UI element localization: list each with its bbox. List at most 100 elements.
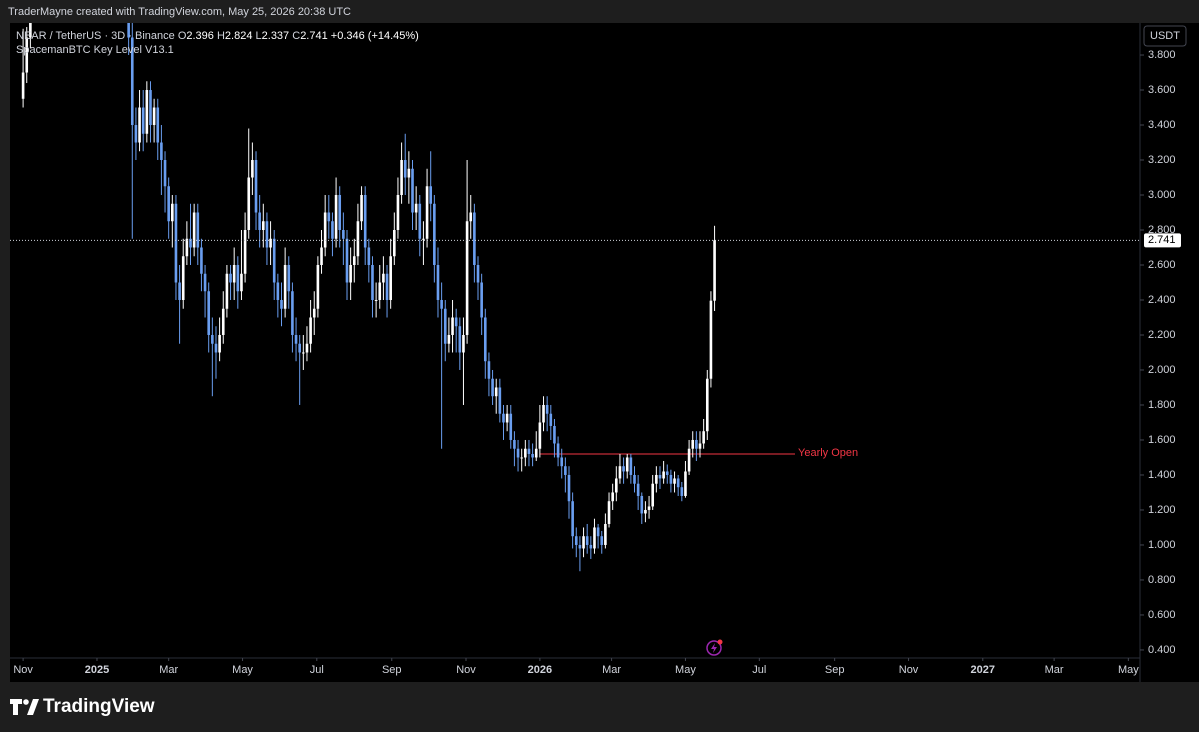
candle-body [283, 264, 287, 309]
candle-body [480, 282, 483, 318]
candle-body [698, 443, 702, 449]
candle-body [502, 413, 505, 423]
candle-body [334, 195, 338, 239]
candle-body [225, 273, 229, 309]
candle-body [236, 264, 240, 292]
candle-body [644, 509, 647, 514]
currency-box [1143, 25, 1187, 47]
candle-body [571, 501, 574, 537]
x-tick-label: 2025 [85, 664, 109, 676]
y-tick-label: 2.000 [1148, 364, 1176, 376]
x-tick-label: Nov [899, 664, 919, 676]
candle-body [574, 536, 578, 545]
ohlc-value: 2.396 [186, 30, 214, 42]
y-tick-label: 3.800 [1148, 49, 1176, 61]
x-tick-label: Sep [825, 664, 845, 676]
candle-body [567, 474, 571, 502]
candle-body [611, 492, 614, 502]
candle-body [542, 404, 545, 423]
candle-body [265, 221, 269, 248]
candle-body [462, 334, 465, 353]
candle-body [363, 195, 367, 248]
candle-body [130, 37, 134, 126]
candle-body [695, 439, 698, 449]
candle-body [149, 90, 152, 126]
candle-body [189, 238, 192, 248]
candle-body [538, 422, 542, 449]
ohlc-value: 2.741 [300, 30, 328, 42]
x-tick-label: Nov [13, 664, 33, 676]
candle-body [192, 212, 196, 248]
candle-body [709, 300, 713, 379]
candle-body [585, 536, 589, 545]
currency: USDT [1150, 30, 1180, 42]
candle-body [669, 474, 673, 484]
candle-body [251, 160, 254, 178]
candle-body [298, 343, 301, 353]
candle-body [607, 501, 611, 524]
candle-body [414, 203, 418, 213]
candle-body [705, 378, 709, 432]
x-tick-label: May [675, 664, 696, 676]
candle-body [29, 23, 32, 38]
candle-body [181, 256, 185, 300]
candle-body [258, 212, 261, 231]
candle-body [509, 413, 513, 440]
legend: NEAR / TetherUS · 3D · Binance O2.396 H2… [16, 30, 419, 42]
candle-body [655, 474, 658, 484]
candle-body [516, 448, 520, 458]
candle-body [280, 299, 283, 309]
candle-body [633, 474, 636, 484]
candle-body [658, 474, 662, 479]
candle-body [145, 90, 149, 134]
candle-body [476, 264, 480, 283]
candle-body [702, 431, 705, 444]
y-tick-label: 1.200 [1148, 504, 1176, 516]
indicator: SpacemanBTC Key Level V13.1 [16, 44, 174, 56]
key-level-label: Yearly Open [798, 447, 858, 459]
candle-body [582, 536, 585, 549]
candle-body [451, 317, 454, 335]
candle-body [342, 230, 345, 239]
candle-body [232, 264, 236, 283]
candle-body [534, 448, 538, 458]
candle-body [436, 264, 440, 300]
y-tick-label: 1.600 [1148, 434, 1176, 446]
candle-body [713, 240, 716, 301]
candle-body [520, 457, 523, 459]
price-axis [1140, 23, 1199, 682]
candle-body [622, 466, 625, 472]
candle-body [272, 238, 276, 283]
alert-icon [706, 639, 723, 656]
candle-body [352, 256, 356, 265]
candle-body [214, 343, 218, 353]
candle-body [593, 527, 596, 549]
candle-body [389, 256, 392, 300]
candle-body [524, 448, 527, 458]
candle-body [429, 186, 433, 204]
candle-body [662, 471, 665, 479]
candle-body [261, 221, 265, 231]
candle-body [320, 247, 323, 265]
header: TraderMayne created with TradingView.com… [8, 6, 351, 18]
y-tick-label: 2.200 [1148, 329, 1176, 341]
last-price-box [1144, 233, 1181, 248]
y-tick-label: 0.600 [1148, 609, 1176, 621]
candle-body [156, 107, 160, 143]
candle-body [433, 203, 436, 265]
candle-body [640, 495, 644, 514]
candle-body [254, 160, 258, 213]
y-tick-label: 3.600 [1148, 84, 1176, 96]
ohlc-label: L [256, 30, 262, 42]
logo-text: TradingView [43, 696, 155, 717]
candle-body [247, 177, 251, 231]
x-tick-label: May [1118, 664, 1139, 676]
candle-body [531, 453, 534, 458]
candle-body [327, 212, 331, 222]
candle-body [240, 273, 243, 292]
change: +0.346 (+14.45%) [331, 30, 419, 42]
candle-body [505, 413, 509, 423]
candle-body [545, 404, 549, 414]
candle-body [331, 221, 334, 239]
candle-body [185, 238, 189, 257]
